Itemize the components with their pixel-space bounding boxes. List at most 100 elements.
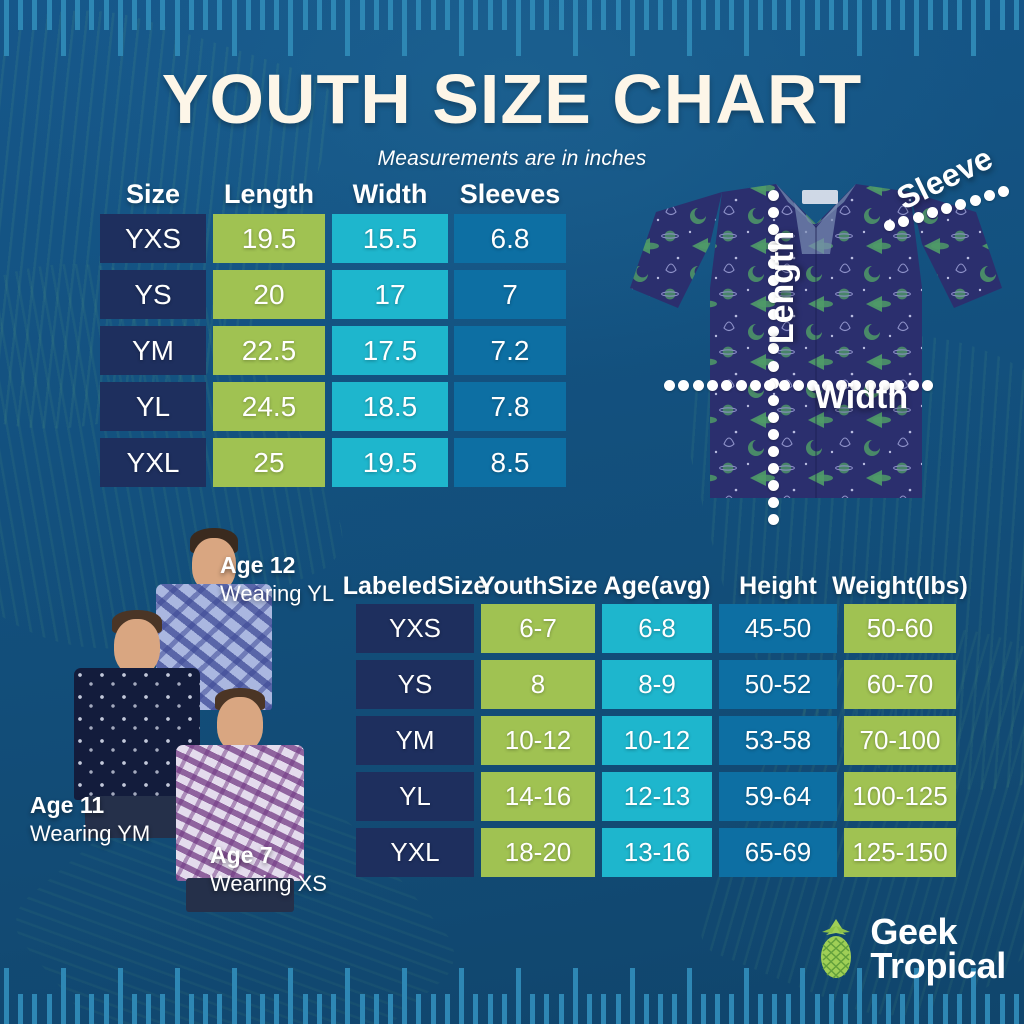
column-header: Youth Size xyxy=(479,532,598,600)
ruler-tick xyxy=(217,994,223,1024)
table-cell: 10-12 xyxy=(602,716,712,765)
ruler-tick xyxy=(530,0,536,30)
measurement-dot xyxy=(750,380,761,391)
column-header: Weight (lbs) xyxy=(832,532,968,600)
table-cell: 70-100 xyxy=(844,716,956,765)
ruler-border-top xyxy=(0,0,1024,58)
measurement-dot xyxy=(926,207,938,219)
ruler-tick xyxy=(331,0,337,30)
table-cell: 125-150 xyxy=(844,828,956,877)
ruler-tick xyxy=(117,0,123,56)
table-cell: 50-52 xyxy=(719,660,837,709)
table-row: YS 20 17 7 xyxy=(100,270,568,319)
ruler-tick xyxy=(516,0,521,56)
ruler-tick xyxy=(288,0,294,56)
ruler-tick xyxy=(345,0,351,56)
measurements-table: Size Length Width Sleeves YXS 19.5 15.5 6.8 YS 2… xyxy=(100,176,568,494)
ruler-tick xyxy=(359,0,365,30)
ruler-tick xyxy=(46,0,52,30)
measurement-dot xyxy=(768,224,779,236)
ruler-tick xyxy=(658,0,664,30)
ruler-tick xyxy=(885,994,891,1024)
measurement-dot xyxy=(768,275,779,287)
ruler-tick xyxy=(615,994,621,1024)
table-cell: 10-12 xyxy=(481,716,595,765)
table-cell: 7 xyxy=(454,270,566,319)
table-cell: 14-16 xyxy=(481,772,595,821)
table-cell: YM xyxy=(100,326,206,375)
column-header-line: (lbs) xyxy=(915,572,968,600)
ruler-tick xyxy=(999,994,1005,1024)
ruler-tick xyxy=(302,994,308,1024)
column-header: Size xyxy=(125,179,181,209)
ruler-tick xyxy=(629,0,635,56)
ruler-tick xyxy=(103,994,109,1024)
ruler-tick xyxy=(757,994,763,1024)
ruler-tick xyxy=(260,994,265,1024)
ruler-tick xyxy=(587,0,593,30)
ruler-tick xyxy=(900,0,905,30)
ruler-tick xyxy=(715,0,721,30)
ruler-tick xyxy=(743,968,749,1024)
ruler-tick xyxy=(857,0,863,56)
ruler-tick xyxy=(430,0,436,30)
table-cell: 6-7 xyxy=(481,604,595,653)
column-header: Labeled Size xyxy=(343,532,488,600)
measurement-dot xyxy=(768,394,779,406)
column-header-line: Weight xyxy=(832,572,916,600)
table-cell: 22.5 xyxy=(213,326,325,375)
size-age-table: Labeled Size Youth Size Age (avg) Height Weight… xyxy=(343,532,968,884)
ruler-tick xyxy=(928,994,934,1024)
ruler-tick xyxy=(103,0,109,30)
ruler-tick xyxy=(46,994,52,1024)
ruler-tick xyxy=(572,0,578,56)
table-cell: YL xyxy=(100,382,206,431)
measurement-dot xyxy=(768,411,779,423)
ruler-tick xyxy=(644,994,649,1024)
ruler-tick xyxy=(928,0,934,30)
ruler-tick xyxy=(900,994,905,1024)
measurement-dot xyxy=(768,292,779,304)
table-cell: YM xyxy=(356,716,474,765)
ruler-tick xyxy=(501,994,507,1024)
ruler-tick xyxy=(4,0,9,56)
ruler-tick xyxy=(558,994,564,1024)
ruler-tick xyxy=(302,0,308,30)
table-cell: YXS xyxy=(356,604,474,653)
ruler-tick xyxy=(231,968,237,1024)
measurement-dot xyxy=(836,380,847,391)
ruler-tick xyxy=(971,0,977,56)
measurement-dot xyxy=(821,380,833,391)
table-cell: 53-58 xyxy=(719,716,837,765)
table-row: YXL 18-20 13-16 65-69 125-150 xyxy=(356,828,956,877)
measurement-dot xyxy=(768,343,779,355)
table-cell: 25 xyxy=(213,438,325,487)
ruler-tick xyxy=(601,0,607,30)
measurement-dot xyxy=(768,514,779,525)
shirt-diagram: Length Width Sleeve xyxy=(626,140,1009,525)
measurement-dot xyxy=(768,445,779,457)
ruler-tick xyxy=(501,0,507,30)
brand-logo[interactable]: Geek Tropical xyxy=(810,913,1006,983)
measurement-dot xyxy=(707,380,718,391)
ruler-tick xyxy=(729,0,735,30)
ruler-tick xyxy=(203,994,209,1024)
ruler-tick xyxy=(956,0,962,30)
ruler-tick xyxy=(430,994,436,1024)
ruler-tick xyxy=(715,994,721,1024)
table-cell: 8 xyxy=(481,660,595,709)
ruler-tick xyxy=(288,968,294,1024)
ruler-tick xyxy=(260,0,265,30)
ruler-tick xyxy=(757,0,763,30)
table-cell: YS xyxy=(356,660,474,709)
ruler-tick xyxy=(217,0,223,30)
pineapple-icon xyxy=(821,918,852,979)
table-cell: 24.5 xyxy=(213,382,325,431)
ruler-tick xyxy=(388,994,393,1024)
ruler-tick xyxy=(601,994,607,1024)
width-label: Width xyxy=(814,378,909,416)
ruler-tick xyxy=(416,994,422,1024)
ruler-tick xyxy=(686,0,692,56)
model-label-age-11: Age 11 Wearing YM xyxy=(30,792,151,846)
model-age-11 xyxy=(72,610,202,840)
